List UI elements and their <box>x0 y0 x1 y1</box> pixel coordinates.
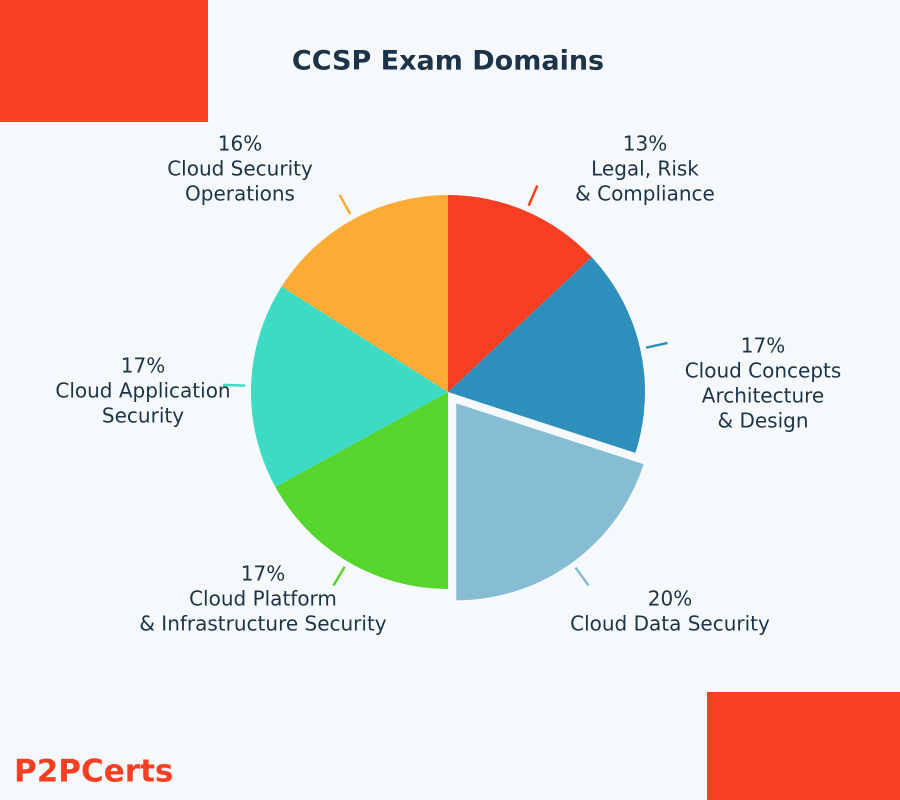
category-label: & Design <box>717 409 808 433</box>
value-label: 17% <box>121 354 165 378</box>
value-label: 17% <box>741 334 785 358</box>
category-label: Cloud Platform <box>189 587 337 611</box>
pie-slice <box>448 195 592 392</box>
category-label: & Compliance <box>575 182 715 206</box>
category-label: & Infrastructure Security <box>139 612 386 636</box>
leader-line <box>574 566 590 587</box>
category-label: Cloud Data Security <box>570 612 770 636</box>
value-label: 16% <box>218 132 262 156</box>
chart-title: CCSP Exam Domains <box>292 46 604 77</box>
leader-line <box>332 566 346 587</box>
category-label: Legal, Risk <box>591 157 699 181</box>
value-label: 13% <box>623 132 667 156</box>
pie-slice <box>250 286 448 487</box>
value-label: 17% <box>241 562 285 586</box>
category-label: Cloud Security <box>167 157 313 181</box>
corner-block <box>0 0 208 122</box>
leader-line <box>527 185 539 207</box>
category-label: Cloud Application <box>55 379 230 403</box>
value-label: 20% <box>648 587 692 611</box>
corner-block <box>707 692 900 800</box>
pie-slice <box>281 195 448 392</box>
leader-line <box>645 341 668 349</box>
category-label: Architecture <box>702 384 824 408</box>
category-label: Operations <box>185 182 295 206</box>
category-label: Cloud Concepts <box>685 359 842 383</box>
leader-line <box>338 194 352 215</box>
pie-slice <box>456 403 644 601</box>
leader-line <box>223 383 246 387</box>
brand-logo: P2PCerts <box>14 754 173 790</box>
pie-slice <box>275 392 448 589</box>
category-label: Security <box>102 404 184 428</box>
pie-slice <box>448 257 646 453</box>
